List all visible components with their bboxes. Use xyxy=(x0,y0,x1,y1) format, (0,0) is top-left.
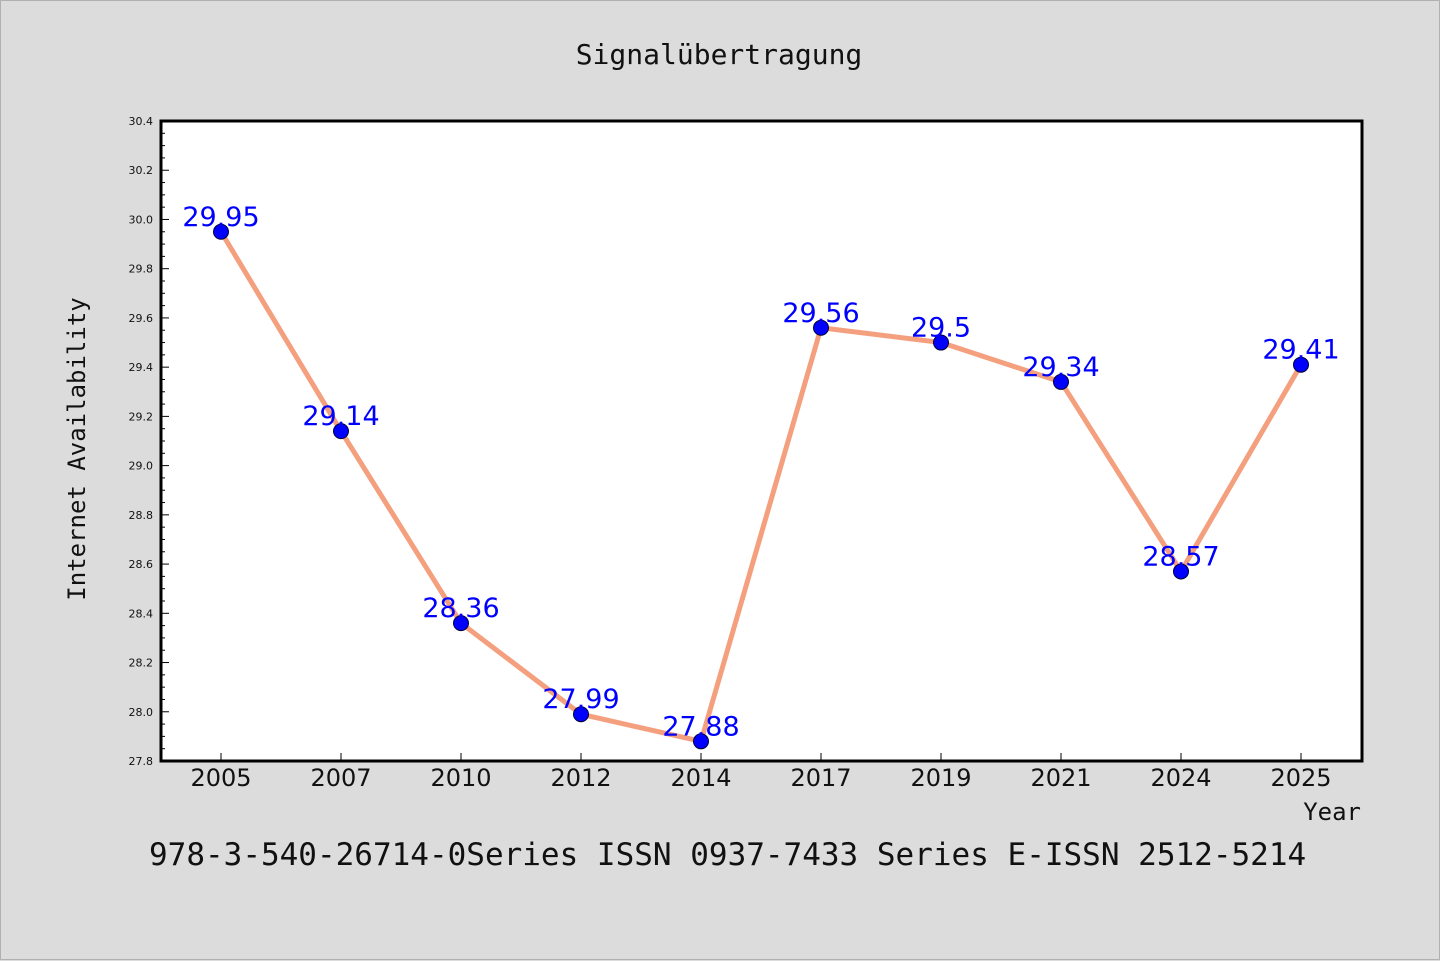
x-tick-label: 2010 xyxy=(430,764,491,792)
y-tick-label: 28.2 xyxy=(129,657,154,670)
data-label: 27.88 xyxy=(662,711,739,742)
y-axis: 27.8 28.0 28.2 28.4 28.6 28.8 29.0 29.2 29.4 29.6… xyxy=(129,115,169,768)
y-tick-label: 29.2 xyxy=(129,410,154,423)
y-tick-label: 28.4 xyxy=(129,607,154,620)
data-label: 29.34 xyxy=(1022,352,1099,383)
x-tick-label: 2005 xyxy=(190,764,251,792)
y-tick-label: 29.6 xyxy=(129,312,154,325)
x-tick-label: 2012 xyxy=(550,764,611,792)
data-label: 29.95 xyxy=(182,202,259,233)
data-label: 28.36 xyxy=(422,593,499,624)
data-point xyxy=(1053,373,1069,390)
y-tick-label: 28.0 xyxy=(129,706,154,719)
data-point xyxy=(573,706,589,723)
data-label: 29.41 xyxy=(1262,335,1339,366)
x-tick-label: 2014 xyxy=(670,764,731,792)
data-point xyxy=(693,733,709,750)
data-label: 28.57 xyxy=(1142,541,1219,572)
x-tick-label: 2017 xyxy=(790,764,851,792)
series-line xyxy=(218,230,1304,744)
y-tick-label: 29.0 xyxy=(129,460,154,473)
data-point xyxy=(213,223,229,240)
data-point xyxy=(1173,563,1189,580)
x-axis: 2005 2007 2010 2012 2014 2017 2019 2021 2024 2025 xyxy=(190,753,1332,792)
data-label: 29.5 xyxy=(911,313,971,344)
data-point xyxy=(933,334,949,351)
y-tick-label: 30.4 xyxy=(129,115,154,128)
y-tick-label: 30.0 xyxy=(129,213,154,226)
data-point xyxy=(453,615,469,632)
y-tick-label: 27.8 xyxy=(129,755,154,768)
data-point xyxy=(333,423,349,440)
x-tick-label: 2019 xyxy=(910,764,971,792)
chart-title: Signalübertragung xyxy=(576,38,863,71)
data-label: 27.99 xyxy=(542,684,619,715)
y-tick-label: 29.4 xyxy=(129,361,154,374)
footer-text: 978-3-540-26714-0Series ISSN 0937-7433 S… xyxy=(149,837,1306,873)
series-group xyxy=(213,223,1309,750)
y-tick-label: 29.8 xyxy=(129,263,154,276)
x-tick-label: 2021 xyxy=(1030,764,1091,792)
x-tick-label: 2024 xyxy=(1150,764,1211,792)
x-tick-label: 2007 xyxy=(310,764,371,792)
data-label: 29.14 xyxy=(302,401,379,432)
data-label: 29.56 xyxy=(782,298,859,329)
data-labels: 29.95 29.14 28.36 27.99 27.88 29.56 29.5 29.34 2… xyxy=(182,202,1339,743)
plot-area xyxy=(159,119,1364,763)
y-tick-label: 30.2 xyxy=(129,164,154,177)
x-axis-label: Year xyxy=(1303,798,1361,826)
data-point xyxy=(813,319,829,336)
y-tick-label: 28.6 xyxy=(129,558,154,571)
y-axis-label: Internet Availability xyxy=(63,297,91,600)
x-tick-label: 2025 xyxy=(1270,764,1331,792)
y-tick-label: 28.8 xyxy=(129,509,154,522)
data-point xyxy=(1293,356,1309,373)
